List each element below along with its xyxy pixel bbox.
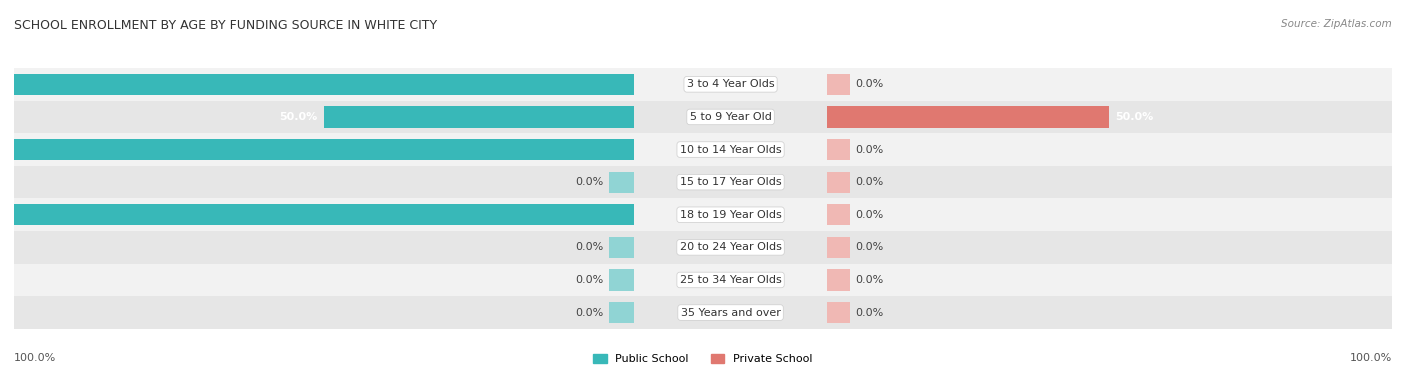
Bar	[827, 68, 1392, 101]
Bar	[634, 198, 827, 231]
Bar	[827, 101, 1392, 133]
Bar	[827, 270, 849, 291]
Bar	[827, 302, 849, 323]
Bar	[14, 133, 634, 166]
Text: 5 to 9 Year Old: 5 to 9 Year Old	[689, 112, 772, 122]
Bar	[14, 139, 634, 160]
Text: 100.0%: 100.0%	[0, 210, 8, 220]
Bar	[634, 231, 880, 264]
Text: 50.0%: 50.0%	[280, 112, 318, 122]
Bar	[827, 204, 849, 225]
Bar	[634, 68, 827, 101]
Bar	[634, 166, 858, 198]
Bar	[634, 101, 827, 133]
Text: 0.0%: 0.0%	[855, 177, 883, 187]
Text: 10 to 14 Year Olds: 10 to 14 Year Olds	[679, 144, 782, 155]
Bar	[14, 198, 634, 231]
Bar	[827, 74, 849, 95]
Bar	[14, 74, 634, 95]
Text: 15 to 17 Year Olds: 15 to 17 Year Olds	[679, 177, 782, 187]
Text: Source: ZipAtlas.com: Source: ZipAtlas.com	[1281, 19, 1392, 29]
Bar	[14, 264, 634, 296]
Bar	[325, 106, 634, 127]
Text: 0.0%: 0.0%	[855, 210, 883, 220]
Bar	[827, 106, 1109, 127]
Text: 0.0%: 0.0%	[575, 275, 603, 285]
Text: 0.0%: 0.0%	[855, 79, 883, 89]
Legend: Public School, Private School: Public School, Private School	[589, 349, 817, 369]
Bar	[634, 231, 827, 264]
Bar	[827, 296, 1392, 329]
Bar	[634, 296, 905, 329]
Bar	[634, 68, 827, 101]
Text: 0.0%: 0.0%	[575, 308, 603, 318]
Bar	[634, 166, 827, 198]
Bar	[827, 237, 849, 258]
Bar	[634, 133, 827, 166]
Text: 0.0%: 0.0%	[855, 242, 883, 253]
Bar	[14, 296, 634, 329]
Bar	[609, 270, 634, 291]
Text: SCHOOL ENROLLMENT BY AGE BY FUNDING SOURCE IN WHITE CITY: SCHOOL ENROLLMENT BY AGE BY FUNDING SOUR…	[14, 19, 437, 32]
Bar	[609, 302, 634, 323]
Text: 100.0%: 100.0%	[1350, 353, 1392, 363]
Bar	[609, 237, 634, 258]
Text: 0.0%: 0.0%	[855, 308, 883, 318]
Text: 0.0%: 0.0%	[575, 242, 603, 253]
Bar	[827, 133, 1392, 166]
Bar	[14, 231, 634, 264]
Bar	[634, 133, 846, 166]
Bar	[14, 166, 634, 198]
Bar	[609, 172, 634, 193]
Text: 0.0%: 0.0%	[855, 275, 883, 285]
Bar	[634, 264, 827, 296]
Bar	[827, 166, 1392, 198]
Text: 0.0%: 0.0%	[855, 144, 883, 155]
Text: 18 to 19 Year Olds: 18 to 19 Year Olds	[679, 210, 782, 220]
Bar	[634, 296, 827, 329]
Text: 35 Years and over: 35 Years and over	[681, 308, 780, 318]
Text: 100.0%: 100.0%	[0, 144, 8, 155]
Bar	[14, 68, 634, 101]
Text: 0.0%: 0.0%	[575, 177, 603, 187]
Bar	[634, 198, 869, 231]
Text: 100.0%: 100.0%	[0, 79, 8, 89]
Bar	[827, 231, 1392, 264]
Bar	[634, 264, 893, 296]
Text: 3 to 4 Year Olds: 3 to 4 Year Olds	[686, 79, 775, 89]
Bar	[827, 172, 849, 193]
Bar	[827, 139, 849, 160]
Text: 25 to 34 Year Olds: 25 to 34 Year Olds	[679, 275, 782, 285]
Bar	[827, 198, 1392, 231]
Text: 100.0%: 100.0%	[14, 353, 56, 363]
Text: 20 to 24 Year Olds: 20 to 24 Year Olds	[679, 242, 782, 253]
Bar	[14, 204, 634, 225]
Bar	[634, 101, 837, 133]
Text: 50.0%: 50.0%	[1115, 112, 1153, 122]
Bar	[827, 264, 1392, 296]
Bar	[14, 101, 634, 133]
